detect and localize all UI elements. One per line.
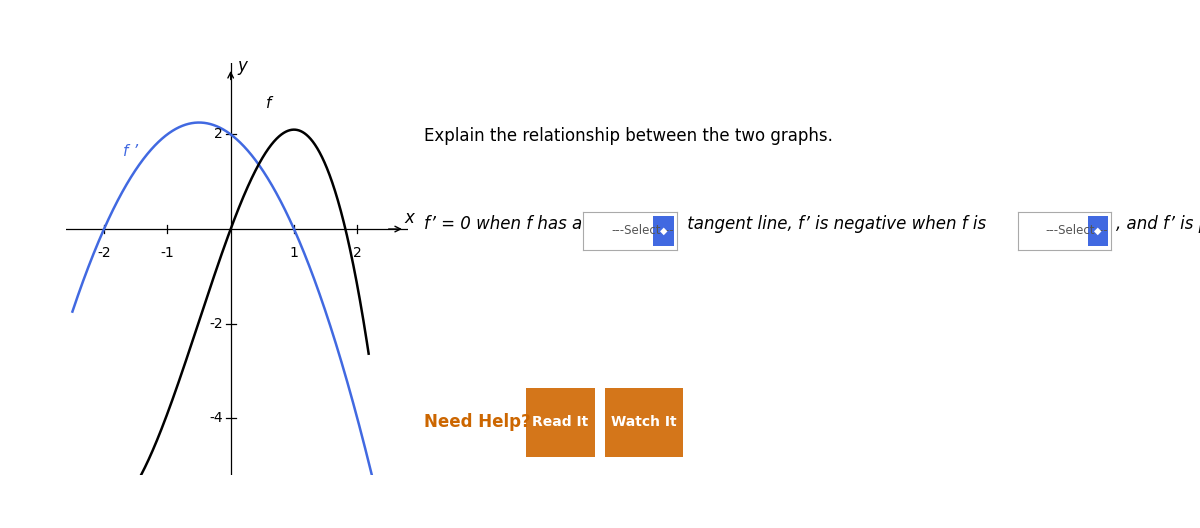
Text: y: y [236,56,247,75]
Text: f: f [265,96,271,111]
Text: Watch It: Watch It [611,416,677,429]
Text: ---Select---: ---Select--- [1045,224,1109,237]
Text: tangent line, f’ is negative when f is: tangent line, f’ is negative when f is [682,215,991,233]
Text: ---Select---: ---Select--- [611,224,674,237]
Text: f ’: f ’ [122,144,138,159]
Bar [653,215,674,246]
Text: f’ = 0 when f has a: f’ = 0 when f has a [424,215,587,233]
Text: 2: 2 [353,246,361,260]
Text: ◆: ◆ [660,226,667,235]
Text: -4: -4 [210,411,223,426]
Text: ◆: ◆ [1094,226,1102,235]
Text: 2: 2 [215,127,223,142]
Text: -2: -2 [97,246,110,260]
Text: 1: 1 [289,246,299,260]
Bar [1087,215,1109,246]
Text: -1: -1 [161,246,174,260]
Text: , and f’ is positive when f: , and f’ is positive when f [1116,215,1200,233]
Text: -2: -2 [210,317,223,331]
Text: Read It: Read It [533,416,588,429]
Text: x: x [404,209,414,227]
Text: Explain the relationship between the two graphs.: Explain the relationship between the two… [424,127,833,145]
Text: Need Help?: Need Help? [424,413,530,431]
